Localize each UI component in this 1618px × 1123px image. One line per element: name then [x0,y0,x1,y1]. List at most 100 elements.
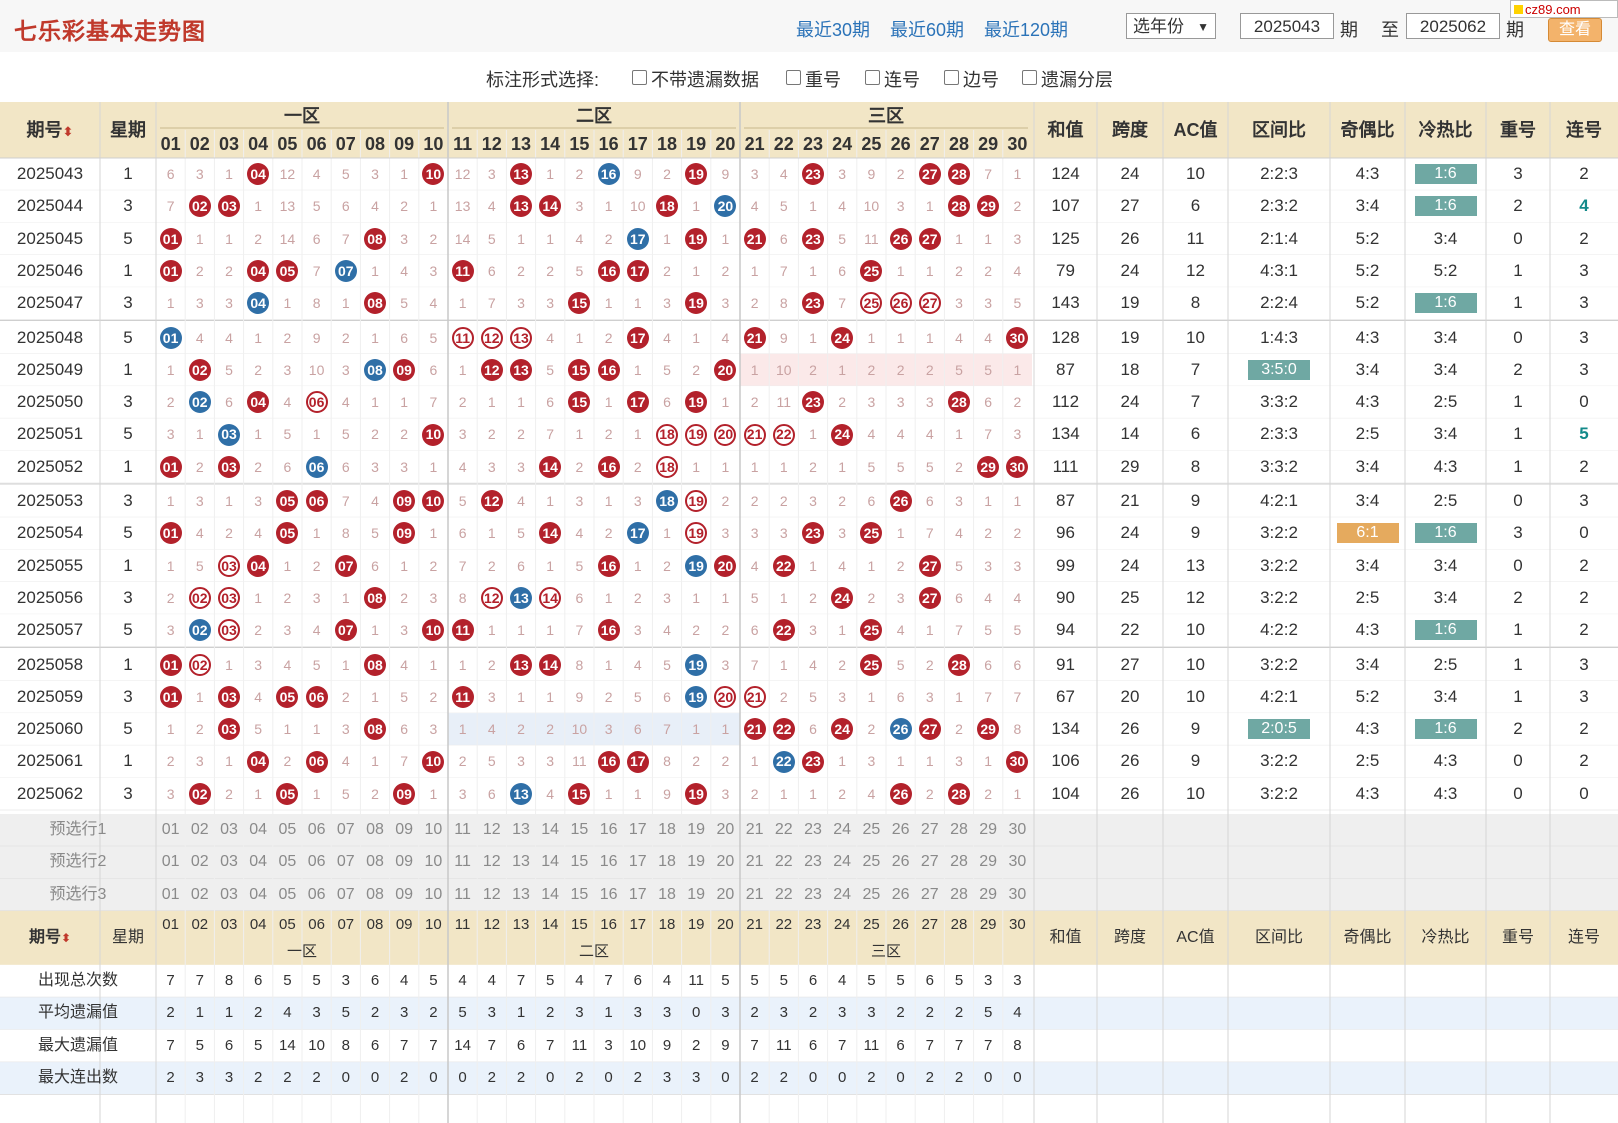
preselect-number[interactable]: 02 [190,853,209,871]
preselect-number[interactable]: 20 [716,885,735,903]
preselect-number[interactable]: 19 [687,853,706,871]
preselect-number[interactable]: 14 [541,853,560,871]
preselect-number[interactable]: 10 [424,885,443,903]
preselect-number[interactable]: 27 [920,821,939,838]
preselect-number[interactable]: 24 [833,853,852,871]
preselect-number[interactable]: 21 [745,821,764,838]
preselect-number[interactable]: 30 [1008,853,1027,871]
preselect-number[interactable]: 28 [950,853,968,871]
preselect-number[interactable]: 17 [628,853,647,871]
preselect-number[interactable]: 06 [307,885,326,903]
issue-to-input[interactable]: 2025062 [1406,13,1500,39]
preselect-number[interactable]: 11 [454,885,471,903]
preselect-number[interactable]: 20 [716,821,735,838]
preselect-number[interactable]: 12 [482,885,501,903]
preselect-number[interactable]: 04 [249,853,268,871]
option-miss-layer[interactable]: 遗漏分层 [1022,66,1113,92]
preselect-number[interactable]: 27 [920,885,939,903]
preselect-number[interactable]: 12 [482,853,501,871]
preselect-number[interactable]: 25 [862,853,881,871]
preselect-number[interactable]: 08 [366,821,384,838]
preselect-number[interactable]: 29 [979,821,998,838]
preselect-number[interactable]: 19 [687,821,706,838]
preselect-number[interactable]: 03 [220,853,238,871]
preselect-number[interactable]: 20 [716,853,735,871]
year-select[interactable]: 选年份 ▼ [1126,13,1216,39]
preselect-number[interactable]: 22 [774,853,793,871]
preselect-number[interactable]: 13 [512,853,530,871]
preselect-number[interactable]: 22 [774,885,793,903]
preselect-number[interactable]: 04 [249,885,268,903]
preselect-number[interactable]: 08 [366,853,384,871]
preselect-number[interactable]: 09 [395,885,414,903]
issue-from-input[interactable]: 2025043 [1240,13,1334,39]
preselect-number[interactable]: 06 [307,821,326,838]
preselect-number[interactable]: 03 [220,885,238,903]
preselect-number[interactable]: 09 [395,821,414,838]
issue-column-header[interactable]: 期号⬍ [26,120,74,140]
preselect-number[interactable]: 15 [570,885,589,903]
preselect-number[interactable]: 05 [278,821,297,838]
preselect-number[interactable]: 17 [628,821,647,838]
checkbox-icon[interactable] [865,70,880,85]
preselect-number[interactable]: 14 [541,821,560,838]
preselect-number[interactable]: 03 [220,821,238,838]
checkbox-icon[interactable] [786,70,801,85]
preselect-number[interactable]: 29 [979,885,998,903]
preselect-number[interactable]: 28 [950,885,968,903]
preselect-number[interactable]: 16 [599,821,618,838]
preselect-number[interactable]: 02 [190,885,209,903]
preselect-number[interactable]: 08 [366,885,384,903]
query-button[interactable]: 查看 [1548,18,1602,42]
preselect-number[interactable]: 25 [862,821,881,838]
sort-icon[interactable]: ⬍ [62,124,74,139]
preselect-number[interactable]: 11 [454,853,471,871]
preselect-number[interactable]: 07 [336,885,355,903]
link-recent-120[interactable]: 最近120期 [984,20,1069,40]
preselect-number[interactable]: 15 [570,821,589,838]
preselect-number[interactable]: 21 [745,853,764,871]
preselect-number[interactable]: 15 [570,853,589,871]
link-recent-60[interactable]: 最近60期 [890,20,965,40]
preselect-number[interactable]: 18 [658,885,676,903]
preselect-number[interactable]: 19 [687,885,706,903]
preselect-number[interactable]: 04 [249,821,268,838]
preselect-number[interactable]: 02 [190,821,209,838]
preselect-number[interactable]: 01 [161,885,180,903]
preselect-number[interactable]: 13 [512,821,530,838]
preselect-number[interactable]: 07 [336,821,355,838]
preselect-number[interactable]: 26 [891,885,910,903]
preselect-number[interactable]: 06 [307,853,326,871]
preselect-number[interactable]: 22 [774,821,793,838]
preselect-number[interactable]: 14 [541,885,560,903]
preselect-number[interactable]: 01 [161,853,180,871]
checkbox-icon[interactable] [632,70,647,85]
preselect-number[interactable]: 11 [454,821,471,838]
preselect-number[interactable]: 25 [862,885,881,903]
preselect-number[interactable]: 10 [424,853,443,871]
preselect-number[interactable]: 17 [628,885,647,903]
preselect-number[interactable]: 23 [804,821,822,838]
preselect-number[interactable]: 27 [920,853,939,871]
preselect-number[interactable]: 24 [833,821,852,838]
preselect-number[interactable]: 18 [658,821,676,838]
preselect-number[interactable]: 13 [512,885,530,903]
preselect-number[interactable]: 10 [424,821,443,838]
preselect-number[interactable]: 29 [979,853,998,871]
sort-icon[interactable]: ⬍ [60,930,72,945]
preselect-number[interactable]: 09 [395,853,414,871]
preselect-number[interactable]: 05 [278,853,297,871]
option-edge[interactable]: 边号 [944,66,999,92]
preselect-number[interactable]: 23 [804,853,822,871]
preselect-number[interactable]: 01 [161,821,180,838]
preselect-number[interactable]: 30 [1008,885,1027,903]
preselect-number[interactable]: 16 [599,885,618,903]
preselect-number[interactable]: 23 [804,885,822,903]
preselect-number[interactable]: 30 [1008,821,1027,838]
option-no-miss[interactable]: 不带遗漏数据 [632,66,759,92]
preselect-number[interactable]: 12 [482,821,501,838]
preselect-number[interactable]: 21 [745,885,764,903]
preselect-number[interactable]: 26 [891,853,910,871]
preselect-number[interactable]: 28 [950,821,968,838]
link-recent-30[interactable]: 最近30期 [796,20,871,40]
